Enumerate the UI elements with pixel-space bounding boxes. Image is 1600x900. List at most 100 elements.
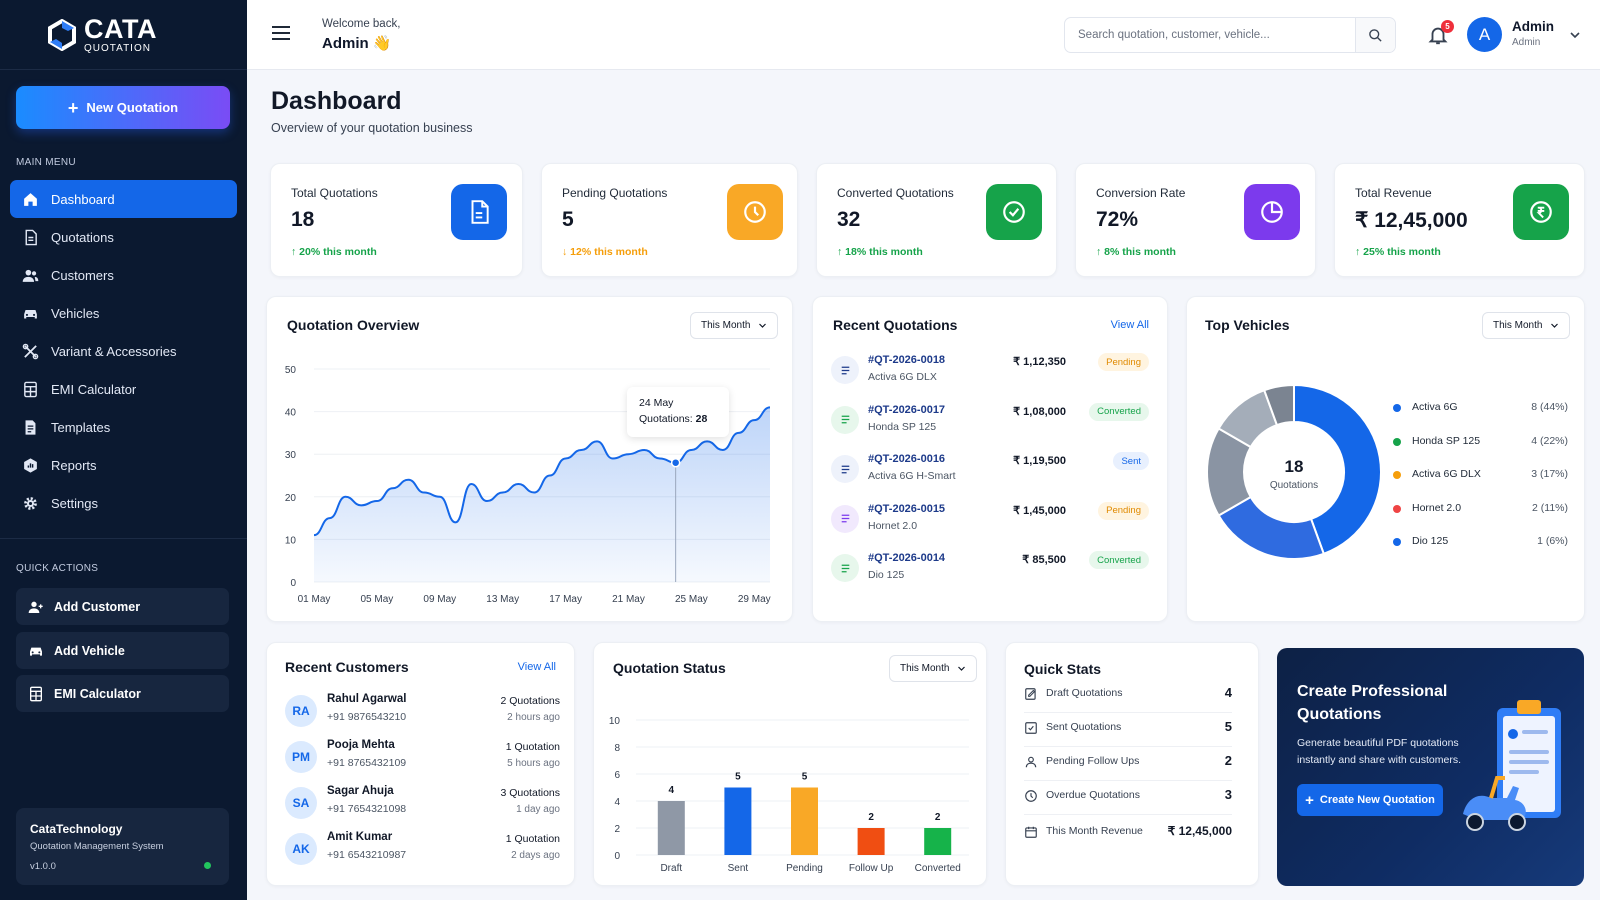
kpi-card-conversion-rate[interactable]: Conversion Rate 72% ↑ 8% this month [1075, 163, 1316, 277]
sidebar-item-customers[interactable]: Customers [10, 256, 237, 294]
card-title: Top Vehicles [1205, 317, 1290, 333]
kpi-card-converted-quotations[interactable]: Converted Quotations 32 ↑ 18% this month [816, 163, 1057, 277]
quotation-row[interactable]: #QT-2026-0018 Activa 6G DLX ₹ 1,12,350 Pend… [831, 352, 1149, 396]
clock-icon [744, 201, 766, 223]
quotation-row[interactable]: #QT-2026-0014 Dio 125 ₹ 85,500 Converted [831, 550, 1149, 594]
customer-phone: +91 8765432109 [327, 757, 407, 769]
quotation-row[interactable]: #QT-2026-0017 Honda SP 125 ₹ 1,08,000 Conve… [831, 402, 1149, 446]
quotation-id[interactable]: #QT-2026-0015 [868, 502, 946, 515]
quick-stat-follow-ups[interactable]: Pending Follow Ups 2 [1024, 747, 1232, 781]
customer-name: Rahul Agarwal [327, 693, 407, 705]
top-bar: Welcome back, Admin 👋 5 A Admin Admin [247, 0, 1600, 70]
customer-row[interactable]: RA Rahul Agarwal +91 9876543210 2 Quotation… [285, 693, 560, 735]
quick-stat-overdue[interactable]: Overdue Quotations 3 [1024, 781, 1232, 815]
calculator-icon [30, 686, 42, 701]
quick-action-emi-calculator[interactable]: EMI Calculator [16, 675, 229, 712]
kpi-icon-box [1244, 184, 1300, 240]
kpi-change: ↑ 25% this month [1355, 246, 1441, 258]
customer-row[interactable]: SA Sagar Ahuja +91 7654321098 3 Quotations 1… [285, 785, 560, 827]
quotation-vehicle: Hornet 2.0 [868, 519, 918, 532]
sidebar-item-quotations[interactable]: Quotations [10, 218, 237, 256]
overview-period-dropdown[interactable]: This Month [690, 312, 779, 339]
brand-sub: QUOTATION [84, 42, 151, 54]
x-tick-label: 29 May [738, 594, 771, 605]
legend-count: 8 (44%) [1531, 401, 1568, 413]
quick-stat-label: Pending Follow Ups [1046, 755, 1140, 767]
customer-phone: +91 7654321098 [327, 803, 407, 815]
sidebar-item-reports[interactable]: Reports [10, 446, 237, 484]
list-icon [831, 405, 859, 434]
chevron-down-icon[interactable] [1569, 29, 1581, 41]
sidebar-item-variant-accessories[interactable]: Variant & Accessories [10, 332, 237, 370]
legend-item: Dio 125 1 (6%) [1393, 534, 1568, 550]
calculator-icon [24, 381, 37, 397]
legend-count: 1 (6%) [1537, 535, 1568, 547]
search-input[interactable] [1065, 18, 1350, 52]
x-tick-label: Sent [728, 863, 749, 874]
sidebar-item-templates[interactable]: Templates [10, 408, 237, 446]
legend-item: Honda SP 125 4 (22%) [1393, 434, 1568, 450]
new-quotation-button[interactable]: + New Quotation [16, 86, 230, 129]
donut-center-value: 18 [1284, 457, 1304, 476]
vehicles-period-dropdown[interactable]: This Month [1482, 312, 1571, 339]
y-tick-label: 0 [290, 578, 296, 589]
customer-time: 2 days ago [511, 850, 560, 861]
bar [724, 787, 752, 855]
status-period-dropdown[interactable]: This Month [889, 655, 978, 682]
bar-value-label: 2 [868, 812, 874, 823]
view-all-quotations-link[interactable]: View All [1110, 319, 1149, 331]
legend-count: 3 (17%) [1531, 468, 1568, 480]
x-tick-label: 13 May [486, 594, 519, 605]
view-all-customers-link[interactable]: View All [517, 661, 556, 673]
kpi-change: ↑ 8% this month [1096, 246, 1176, 258]
user-menu[interactable]: Admin Admin [1512, 19, 1554, 48]
page-subtitle: Overview of your quotation business [271, 121, 473, 135]
quick-action-add-customer[interactable]: Add Customer [16, 588, 229, 625]
status-badge: Sent [1113, 452, 1149, 470]
reports-icon [24, 457, 37, 473]
legend-dot [1393, 437, 1401, 446]
quotation-vehicle: Activa 6G H-Smart [868, 470, 956, 482]
quotation-id[interactable]: #QT-2026-0018 [868, 354, 946, 366]
hamburger-menu-icon[interactable] [272, 26, 290, 40]
avatar[interactable]: A [1467, 17, 1502, 52]
edit-icon [1025, 688, 1036, 700]
quick-stat-sent[interactable]: Sent Quotations 5 [1024, 713, 1232, 747]
customer-row[interactable]: PM Pooja Mehta +91 8765432109 1 Quotation 5 … [285, 739, 560, 781]
quotation-id[interactable]: #QT-2026-0014 [868, 552, 946, 564]
quotation-id[interactable]: #QT-2026-0016 [868, 453, 946, 465]
kpi-card-total-quotations[interactable]: Total Quotations 18 ↑ 20% this month [270, 163, 523, 277]
quotation-id[interactable]: #QT-2026-0017 [868, 403, 946, 416]
quick-action-add-vehicle[interactable]: Add Vehicle [16, 632, 229, 669]
sidebar-item-vehicles[interactable]: Vehicles [10, 294, 237, 332]
kpi-icon-box [727, 184, 783, 240]
kpi-card-pending-quotations[interactable]: Pending Quotations 5 ↓ 12% this month [541, 163, 798, 277]
quick-stat-draft[interactable]: Draft Quotations 4 [1024, 679, 1232, 713]
bell-icon[interactable] [1427, 24, 1449, 46]
search-button[interactable] [1355, 18, 1395, 52]
kpi-value: 5 [562, 208, 574, 231]
kpi-change: ↑ 18% this month [837, 246, 923, 258]
sidebar-item-dashboard[interactable]: Dashboard [10, 180, 237, 218]
sidebar-item-emi-calculator[interactable]: EMI Calculator [10, 370, 237, 408]
logo[interactable]: CATA QUOTATION [0, 0, 247, 70]
quick-stat-revenue[interactable]: This Month Revenue ₹ 12,45,000 [1024, 817, 1232, 851]
quick-stat-value: ₹ 12,45,000 [1167, 824, 1232, 838]
customer-row[interactable]: AK Amit Kumar +91 6543210987 1 Quotation 2 d… [285, 831, 560, 873]
create-new-quotation-button[interactable]: + Create New Quotation [1297, 784, 1443, 816]
sidebar-item-settings[interactable]: Settings [10, 484, 237, 522]
kpi-label: Total Revenue [1355, 186, 1432, 200]
plus-icon: + [1305, 791, 1314, 809]
sidebar-item-label: Settings [51, 495, 98, 511]
calendar-icon [1025, 826, 1037, 838]
kpi-icon-box [986, 184, 1042, 240]
customer-quotations: 1 Quotation [505, 833, 560, 845]
avatar: AK [285, 833, 317, 865]
quotation-row[interactable]: #QT-2026-0016 Activa 6G H-Smart ₹ 1,19,500… [831, 451, 1149, 495]
quotation-row[interactable]: #QT-2026-0015 Hornet 2.0 ₹ 1,45,000 Pending [831, 501, 1149, 545]
donut-slice [1262, 383, 1295, 427]
quotation-amount: ₹ 85,500 [1022, 554, 1066, 566]
check-square-icon [1025, 722, 1037, 734]
tooltip-label: Quotations: [639, 413, 693, 425]
kpi-card-total-revenue[interactable]: Total Revenue ₹ 12,45,000 ↑ 25% this mon… [1334, 163, 1585, 277]
